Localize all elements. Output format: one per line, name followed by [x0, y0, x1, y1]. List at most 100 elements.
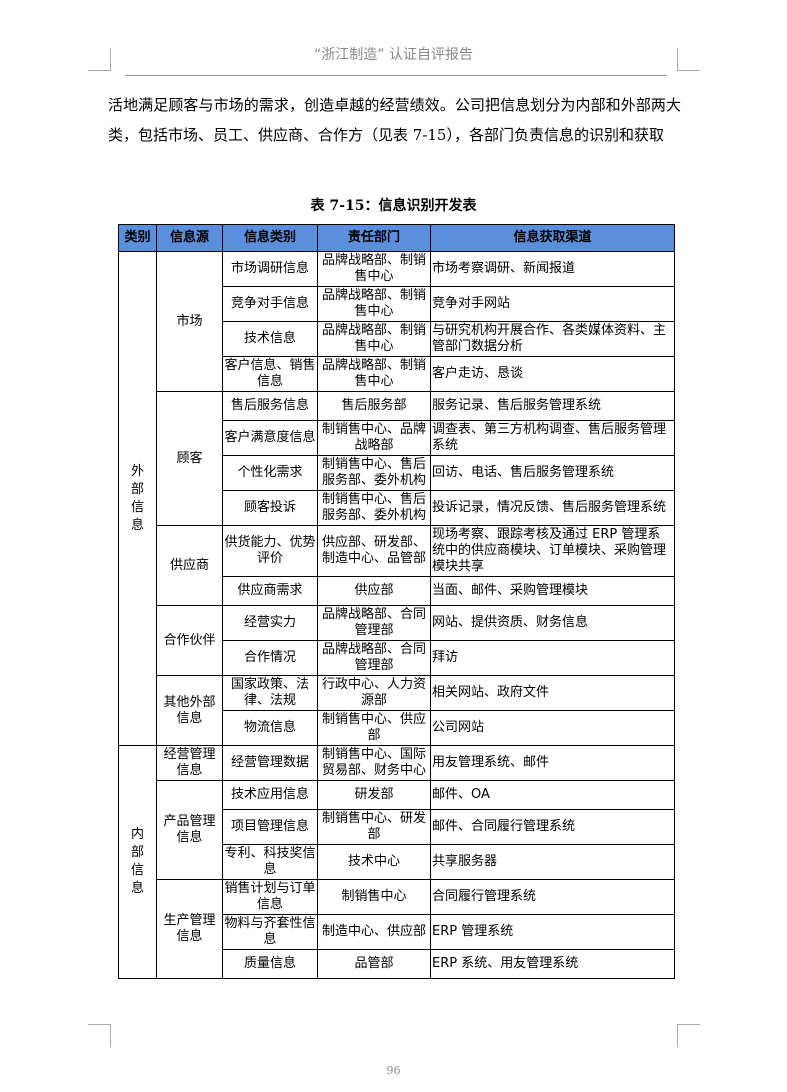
info-type-cell: 质量信息 [222, 949, 318, 979]
table-row: 内部信息 经营管理信息 经营管理数据 制销售中心、国际贸易部、财务中心 用友管理系统、邮… [118, 745, 675, 979]
channel-cell: ERP 系统、用友管理系统 [430, 949, 675, 979]
channel-cell: 邮件、OA [430, 780, 675, 810]
department-cell: 制销售中心、研发部 [317, 809, 431, 845]
channel-cell: 用友管理系统、邮件 [430, 745, 675, 781]
department-cell: 品牌战略部、制销售中心 [317, 251, 431, 287]
info-type-cell: 客户信息、销售信息 [222, 356, 318, 392]
department-cell: 行政中心、人力资源部 [317, 675, 431, 711]
department-cell: 制销售中心、品牌战略部 [317, 420, 431, 456]
table-row: 顾客 售后服务信息 售后服务部 服务记录、售后服务管理系统 [119, 391, 675, 526]
table-row: 顾客投诉 制销售中心、售后服务部、委外机构 投诉记录，情况反馈、售后服务管理系统 [119, 490, 675, 526]
department-cell: 售后服务部 [317, 391, 431, 421]
department-cell: 品牌战略部、合同管理部 [317, 640, 431, 676]
channel-cell: 市场考察调研、新闻报道 [430, 251, 675, 287]
source-cell: 其他外部信息 [156, 675, 223, 746]
column-header: 类别 [118, 224, 157, 252]
corner-mark [677, 48, 700, 71]
channel-cell: 当面、邮件、采购管理模块 [430, 576, 675, 606]
table-row: 合作伙伴 经营实力 品牌战略部、合同管理部 网站、提供资质、财务信息 [119, 605, 675, 676]
corner-mark [88, 48, 111, 71]
table-row: 项目管理信息 制销售中心、研发部 邮件、合同履行管理系统 [119, 809, 675, 845]
header-row: 类别 信息源 信息类别 责任部门 信息获取渠道 [118, 224, 675, 252]
table-row: 生产管理信息 销售计划与订单信息 制销售中心 合同履行管理系统 [119, 879, 675, 979]
department-cell: 制销售中心、售后服务部、委外机构 [317, 490, 431, 526]
info-type-cell: 客户满意度信息 [222, 420, 318, 456]
department-cell: 供应部 [317, 576, 431, 606]
info-type-cell: 技术应用信息 [222, 780, 318, 810]
department-cell: 制销售中心、供应部 [317, 710, 431, 746]
table-row: 供应商需求 供应部 当面、邮件、采购管理模块 [119, 576, 675, 606]
category-cell: 内部信息 [118, 745, 157, 979]
channel-cell: 邮件、合同履行管理系统 [430, 809, 675, 845]
info-type-cell: 售后服务信息 [222, 391, 318, 421]
table-row: 其他外部信息 国家政策、法律、法规 行政中心、人力资源部 相关网站、政府文件 [119, 675, 675, 746]
category-cell: 外部信息 [118, 251, 157, 746]
channel-cell: ERP 管理系统 [430, 914, 675, 950]
source-cell: 经营管理信息 [156, 745, 223, 781]
paragraph: 活地满足顾客与市场的需求，创造卓越的经营绩效。公司把信息划分为内部和外部两大类，… [108, 96, 681, 144]
department-cell: 制造中心、供应部 [317, 914, 431, 950]
category-text: 外部信息 [130, 463, 144, 533]
info-type-cell: 项目管理信息 [222, 809, 318, 845]
channel-cell: 公司网站 [430, 710, 675, 746]
channel-cell: 相关网站、政府文件 [430, 675, 675, 711]
source-cell: 生产管理信息 [156, 879, 223, 979]
info-type-cell: 个性化需求 [222, 455, 318, 491]
header-rule [125, 75, 667, 76]
info-type-cell: 经营管理数据 [222, 745, 318, 781]
department-cell: 制销售中心、国际贸易部、财务中心 [317, 745, 431, 781]
table-row: 客户信息、销售信息 品牌战略部、制销售中心 客户走访、恳谈 [119, 356, 675, 392]
table-row: 质量信息 品管部 ERP 系统、用友管理系统 [119, 949, 675, 979]
source-cell: 合作伙伴 [156, 605, 223, 676]
channel-cell: 拜访 [430, 640, 675, 676]
corner-mark [677, 1024, 700, 1047]
column-header: 信息获取渠道 [430, 224, 675, 252]
info-type-cell: 国家政策、法律、法规 [222, 675, 318, 711]
table-row: 个性化需求 制销售中心、售后服务部、委外机构 回访、电话、售后服务管理系统 [119, 455, 675, 491]
info-type-cell: 专利、科技奖信息 [222, 844, 318, 880]
info-type-cell: 物流信息 [222, 710, 318, 746]
source-cell: 产品管理信息 [156, 780, 223, 880]
channel-cell: 调查表、第三方机构调查、售后服务管理系统 [430, 420, 675, 456]
table-row: 技术信息 品牌战略部、制销售中心 与研究机构开展合作、各类媒体资料、主管部门数据分析 [119, 321, 675, 357]
info-type-cell: 销售计划与订单信息 [222, 879, 318, 915]
source-cell: 市场 [156, 251, 223, 392]
info-type-cell: 市场调研信息 [222, 251, 318, 287]
channel-cell: 服务记录、售后服务管理系统 [430, 391, 675, 421]
channel-cell: 客户走访、恳谈 [430, 356, 675, 392]
department-cell: 制销售中心 [317, 879, 431, 915]
info-type-cell: 合作情况 [222, 640, 318, 676]
table-row: 供应商 供货能力、优势评价 供应部、研发部、制造中心、品管部 现场考察、跟踪考核及通过… [119, 525, 675, 606]
info-table: 类别 信息源 信息类别 责任部门 信息获取渠道 外部信息 市场 市场调研信息 品牌战略部、制销… [118, 224, 675, 979]
corner-mark [88, 1024, 111, 1047]
department-cell: 品牌战略部、合同管理部 [317, 605, 431, 641]
table-row: 专利、科技奖信息 技术中心 共享服务器 [119, 844, 675, 880]
info-type-cell: 供应商需求 [222, 576, 318, 606]
department-cell: 研发部 [317, 780, 431, 810]
department-cell: 技术中心 [317, 844, 431, 880]
table-row: 产品管理信息 技术应用信息 研发部 邮件、OA [119, 780, 675, 880]
department-cell: 制销售中心、售后服务部、委外机构 [317, 455, 431, 491]
channel-cell: 与研究机构开展合作、各类媒体资料、主管部门数据分析 [430, 321, 675, 357]
department-cell: 品牌战略部、制销售中心 [317, 356, 431, 392]
channel-cell: 合同履行管理系统 [430, 879, 675, 915]
column-header: 信息源 [156, 224, 223, 252]
info-type-cell: 供货能力、优势评价 [222, 525, 318, 577]
info-type-cell: 经营实力 [222, 605, 318, 641]
info-type-cell: 竞争对手信息 [222, 286, 318, 322]
department-cell: 品管部 [317, 949, 431, 979]
channel-cell: 回访、电话、售后服务管理系统 [430, 455, 675, 491]
info-type-cell: 技术信息 [222, 321, 318, 357]
info-type-cell: 物料与齐套性信息 [222, 914, 318, 950]
channel-cell: 网站、提供资质、财务信息 [430, 605, 675, 641]
page-number: 96 [386, 1064, 401, 1077]
column-header: 责任部门 [317, 224, 431, 252]
table-caption: 表 7-15：信息识别开发表 [310, 198, 477, 214]
table-row: 外部信息 市场 市场调研信息 品牌战略部、制销售中心 市场考察调研、新闻报道 [118, 251, 675, 746]
source-cell: 顾客 [156, 391, 223, 526]
channel-cell: 共享服务器 [430, 844, 675, 880]
table-row: 竞争对手信息 品牌战略部、制销售中心 竞争对手网站 [119, 286, 675, 322]
source-cell: 供应商 [156, 525, 223, 606]
category-text: 内部信息 [130, 827, 144, 896]
